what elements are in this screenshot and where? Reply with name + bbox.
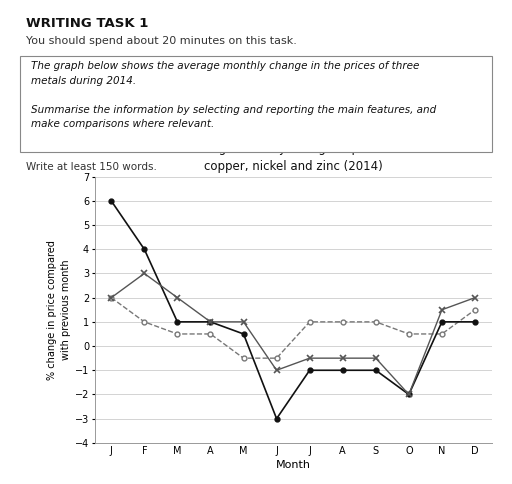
X-axis label: Month: Month [275,460,311,470]
Text: WRITING TASK 1: WRITING TASK 1 [26,17,148,30]
Y-axis label: % change in price compared
with previous month: % change in price compared with previous… [47,240,71,379]
Text: Write at least 150 words.: Write at least 150 words. [26,162,157,172]
Text: The graph below shows the average monthly change in the prices of three
metals d: The graph below shows the average monthl… [31,61,436,129]
Text: You should spend about 20 minutes on this task.: You should spend about 20 minutes on thi… [26,36,296,46]
Title: Average monthly change in prices of
copper, nickel and zinc (2014): Average monthly change in prices of copp… [184,142,402,173]
